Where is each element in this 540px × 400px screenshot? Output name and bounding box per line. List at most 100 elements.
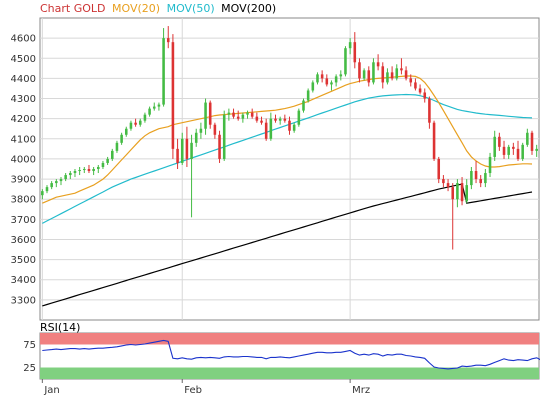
candle-body	[330, 82, 333, 85]
candle-body	[83, 169, 86, 171]
candle	[428, 96, 431, 129]
candle	[97, 164, 100, 174]
candle	[395, 64, 399, 81]
candle-body	[470, 171, 473, 186]
candle	[64, 173, 67, 182]
candle-body	[432, 122, 436, 159]
candle	[246, 110, 249, 119]
candle	[236, 110, 240, 121]
candle	[446, 179, 450, 192]
candle	[55, 179, 58, 188]
candle	[423, 88, 427, 103]
candle	[83, 166, 86, 174]
candle	[530, 130, 534, 155]
candle-body	[222, 114, 226, 159]
rsi-oversold-zone	[40, 367, 539, 379]
candle	[222, 110, 226, 161]
candle-body	[460, 183, 464, 202]
candle-body	[143, 114, 147, 121]
candle	[390, 66, 394, 81]
candle-body	[157, 104, 161, 107]
candle	[185, 126, 189, 167]
candle-body	[479, 179, 482, 184]
candle	[400, 58, 403, 75]
candle	[50, 181, 53, 190]
candle	[516, 140, 520, 161]
candle-body	[260, 120, 263, 123]
candle-body	[288, 120, 291, 131]
candle	[437, 156, 441, 184]
candle	[348, 38, 352, 55]
candle-body	[194, 132, 198, 143]
candle	[493, 130, 496, 161]
candle-body	[73, 171, 77, 174]
candle-body	[115, 142, 119, 151]
ma20-line	[42, 75, 533, 204]
candle-body	[334, 76, 338, 83]
candle	[115, 140, 119, 153]
candle-body	[456, 183, 459, 200]
price-y-tick-label: 3300	[11, 295, 36, 306]
candle	[479, 175, 482, 188]
x-tick-label: Feb	[184, 385, 202, 396]
candle	[152, 102, 156, 111]
candle	[204, 98, 207, 135]
ma200-line-group	[42, 183, 533, 307]
candle	[521, 142, 524, 161]
price-y-tick-label: 4000	[11, 154, 36, 165]
candle-body	[92, 169, 95, 172]
candle	[362, 68, 366, 81]
candle	[288, 116, 291, 135]
rsi-legend: RSI(14)	[40, 321, 80, 334]
candle-body	[488, 156, 492, 174]
price-y-tick-label: 3700	[11, 215, 36, 226]
candle	[325, 74, 329, 87]
candle	[344, 46, 347, 77]
candle	[470, 166, 473, 190]
candle	[166, 26, 170, 49]
price-y-tick-label: 4100	[11, 134, 36, 145]
candle-body	[59, 179, 63, 182]
candle-body	[521, 144, 524, 159]
candle	[358, 58, 361, 83]
candle-body	[283, 118, 287, 121]
candle-body	[428, 98, 431, 123]
candle	[41, 189, 44, 200]
ma20-line-group	[42, 75, 533, 204]
candle	[302, 98, 305, 113]
candle-body	[50, 183, 53, 188]
candle	[292, 122, 296, 133]
candle	[78, 166, 81, 176]
candle-body	[400, 68, 403, 71]
legend-mov20: MOV(20)	[112, 2, 160, 15]
candle	[69, 171, 72, 180]
ma50-line-group	[42, 93, 533, 224]
candle	[283, 114, 287, 123]
candle-body	[166, 38, 170, 43]
candle-body	[325, 78, 329, 85]
candle	[92, 166, 95, 176]
candle-body	[530, 132, 534, 151]
candle-body	[493, 136, 496, 157]
candle	[264, 118, 268, 141]
candle	[339, 70, 343, 81]
candle-body	[316, 74, 319, 83]
candle-body	[138, 120, 142, 125]
candle-body	[320, 74, 324, 79]
candle-body	[502, 146, 506, 155]
price-y-ticks: 3300 3400 3500 3600 3700 3800 3900 4000 4100 4200…	[11, 34, 36, 307]
candle	[353, 32, 357, 69]
candle-body	[381, 66, 385, 83]
ma200-line	[42, 183, 533, 307]
candle-body	[171, 42, 175, 149]
rsi-overbought-zone	[40, 333, 539, 345]
candle-body	[78, 170, 81, 172]
candle	[414, 78, 417, 91]
candle	[87, 164, 91, 174]
candle-body	[97, 166, 100, 169]
legend-title: Chart GOLD MOV(20) MOV(50) MOV(200)	[40, 2, 276, 15]
candle	[316, 72, 319, 85]
candle	[274, 114, 277, 123]
price-y-tick-label: 3900	[11, 175, 36, 186]
